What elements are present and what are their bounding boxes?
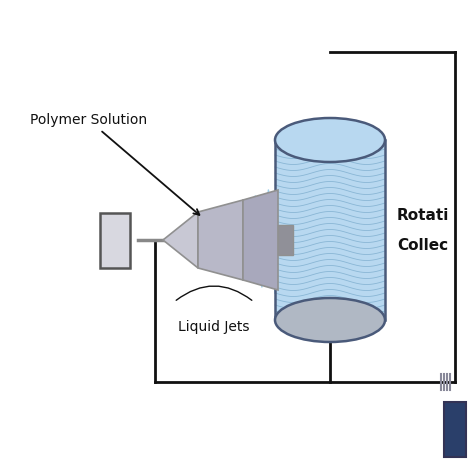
Polygon shape bbox=[278, 225, 293, 255]
Polygon shape bbox=[243, 190, 278, 290]
FancyBboxPatch shape bbox=[275, 140, 385, 320]
Text: Rotati: Rotati bbox=[397, 208, 449, 222]
Text: Polymer Solution: Polymer Solution bbox=[30, 113, 200, 215]
Text: Collec: Collec bbox=[397, 237, 448, 253]
Polygon shape bbox=[198, 200, 243, 280]
Text: Liquid Jets: Liquid Jets bbox=[178, 320, 250, 334]
FancyBboxPatch shape bbox=[100, 213, 130, 268]
Polygon shape bbox=[163, 212, 198, 268]
Ellipse shape bbox=[275, 118, 385, 162]
FancyBboxPatch shape bbox=[444, 402, 466, 457]
Ellipse shape bbox=[275, 298, 385, 342]
